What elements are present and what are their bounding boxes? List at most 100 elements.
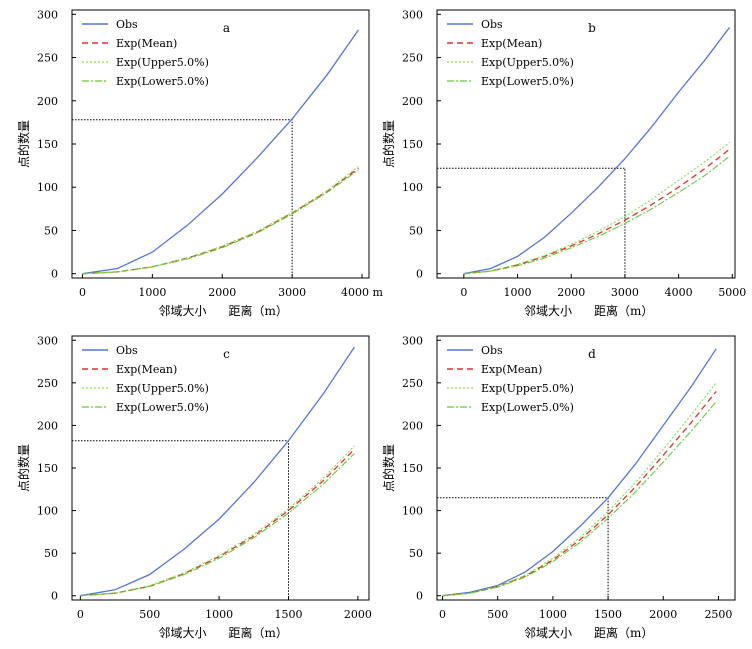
legend-label: Exp(Lower5.0%) [481, 401, 574, 414]
x-axis-label-left: 邻域大小 [524, 626, 572, 640]
legend-label: Exp(Mean) [116, 37, 177, 50]
legend-label: Exp(Upper5.0%) [481, 382, 574, 395]
series-line-exp-mean [80, 448, 355, 597]
y-tick-label: 100 [402, 181, 423, 194]
y-tick-label: 100 [37, 505, 58, 518]
series-line-exp-upper5-0 [442, 382, 717, 597]
legend-label: Obs [481, 344, 503, 357]
panel-d: 0 50 100 150 200 250 300 0 500 1000 1500 2000 2500 邻域… [381, 334, 736, 640]
legend-label: Exp(Lower5.0%) [116, 75, 209, 88]
x-tick-label: 2000 [344, 608, 372, 621]
series-line-obs [82, 29, 360, 275]
y-tick-label: 50 [44, 224, 58, 237]
series-line-exp-upper5-0 [82, 166, 359, 275]
x-tick-label: 2000 [208, 286, 236, 299]
x-tick-label: 0 [79, 286, 86, 299]
y-tick-label: 50 [409, 224, 423, 237]
panel-label: c [223, 347, 230, 361]
x-axis-label-left: 邻域大小 [158, 304, 206, 318]
series-line-obs [80, 346, 355, 597]
x-tick-label: 3000 [278, 286, 306, 299]
legend-label: Exp(Lower5.0%) [481, 75, 574, 88]
panel-label: a [223, 21, 230, 35]
reference-line [437, 167, 626, 278]
y-tick-label: 250 [37, 52, 58, 65]
x-tick-label: 5000 [718, 286, 746, 299]
plot-frame [436, 9, 736, 279]
y-axis-label: 点的数量 [16, 120, 31, 168]
series-line-exp-lower5-0 [82, 169, 359, 275]
x-tick-label: 1000 [138, 286, 166, 299]
x-axis-label-left: 邻域大小 [158, 626, 206, 640]
y-tick-label: 250 [37, 377, 58, 390]
x-tick-label: 1000 [539, 608, 567, 621]
plot-frame [71, 9, 370, 279]
series-line-exp-lower5-0 [442, 401, 717, 597]
legend-label: Exp(Upper5.0%) [116, 382, 209, 395]
x-tick-label: 1500 [594, 608, 622, 621]
series-line-exp-mean [82, 167, 359, 275]
y-axis-label: 点的数量 [381, 120, 396, 168]
y-tick-label: 0 [51, 268, 58, 281]
panel-c: 0 50 100 150 200 250 300 0 500 1000 1500 2000 邻域大小 距离… [16, 334, 372, 640]
panel-label: b [588, 21, 596, 35]
x-tick-label: 4000 m [341, 286, 383, 299]
y-tick-label: 100 [37, 181, 58, 194]
x-axis-label-right: 距离（m） [594, 303, 653, 318]
x-tick-label: 2000 [557, 286, 585, 299]
x-axis-label-right: 距离（m） [229, 625, 288, 640]
y-axis-label: 点的数量 [381, 444, 396, 492]
x-tick-label: 0 [439, 608, 446, 621]
y-tick-label: 50 [409, 547, 423, 560]
y-tick-label: 200 [402, 419, 423, 432]
legend-label: Exp(Mean) [481, 363, 542, 376]
y-tick-label: 150 [37, 138, 58, 151]
y-tick-label: 100 [402, 505, 423, 518]
y-tick-label: 300 [402, 334, 423, 347]
y-tick-label: 200 [37, 419, 58, 432]
legend-label: Exp(Mean) [481, 37, 542, 50]
x-axis-label-right: 距离（m） [229, 303, 288, 318]
y-tick-label: 0 [416, 268, 423, 281]
legend-label: Exp(Upper5.0%) [481, 56, 574, 69]
series-line-obs [442, 348, 717, 597]
series-line-exp-upper5-0 [463, 141, 730, 275]
y-tick-label: 0 [416, 590, 423, 603]
x-tick-label: 500 [487, 608, 508, 621]
y-tick-label: 150 [402, 138, 423, 151]
reference-line [72, 119, 293, 278]
x-tick-label: 0 [460, 286, 467, 299]
legend-label: Exp(Mean) [116, 363, 177, 376]
x-tick-label: 1000 [205, 608, 233, 621]
x-tick-label: 3000 [611, 286, 639, 299]
y-axis-label: 点的数量 [16, 444, 31, 492]
x-tick-label: 2500 [704, 608, 732, 621]
legend-label: Obs [116, 344, 138, 357]
series-line-exp-lower5-0 [80, 453, 355, 597]
x-tick-label: 500 [139, 608, 160, 621]
x-axis-label-left: 邻域大小 [524, 304, 572, 318]
series-line-exp-upper5-0 [80, 445, 355, 597]
y-tick-label: 200 [37, 95, 58, 108]
y-tick-label: 50 [44, 547, 58, 560]
legend-label: Exp(Upper5.0%) [116, 56, 209, 69]
y-tick-label: 300 [37, 334, 58, 347]
x-tick-label: 4000 [665, 286, 693, 299]
legend-label: Obs [481, 18, 503, 31]
series-line-exp-mean [442, 390, 717, 597]
y-tick-label: 250 [402, 52, 423, 65]
x-tick-label: 0 [77, 608, 84, 621]
reference-line [437, 497, 609, 600]
x-tick-label: 2000 [649, 608, 677, 621]
legend-label: Obs [116, 18, 138, 31]
y-tick-label: 0 [51, 590, 58, 603]
x-tick-label: 1000 [504, 286, 532, 299]
panel-label: d [588, 347, 596, 361]
reference-line [72, 440, 290, 600]
y-tick-label: 300 [37, 8, 58, 21]
series-line-obs [463, 26, 731, 275]
y-tick-label: 250 [402, 377, 423, 390]
legend-label: Exp(Lower5.0%) [116, 401, 209, 414]
